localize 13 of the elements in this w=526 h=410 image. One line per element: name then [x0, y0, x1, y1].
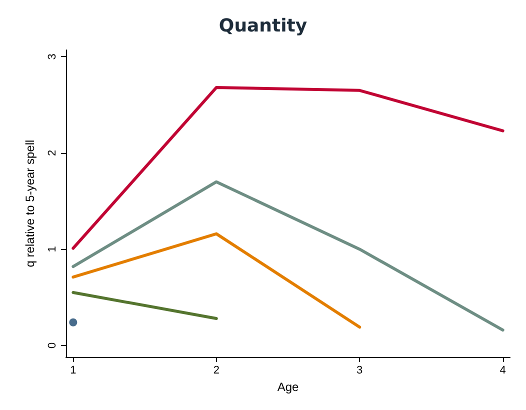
x-axis-title: Age [277, 380, 299, 394]
y-axis-title: q relative to 5-year spell [23, 140, 37, 268]
x-tick-label: 3 [356, 364, 363, 376]
x-tick-label: 4 [500, 364, 506, 376]
line-series [72, 86, 504, 250]
line-series [72, 180, 504, 332]
x-tick-label: 1 [70, 364, 76, 376]
y-tick-label: 3 [46, 54, 58, 60]
y-tick-label: 2 [46, 150, 58, 156]
chart-title: Quantity [218, 16, 308, 36]
y-tick-label: 1 [46, 246, 58, 252]
x-tick-label: 2 [213, 364, 220, 376]
y-tick-label: 0 [46, 342, 58, 349]
